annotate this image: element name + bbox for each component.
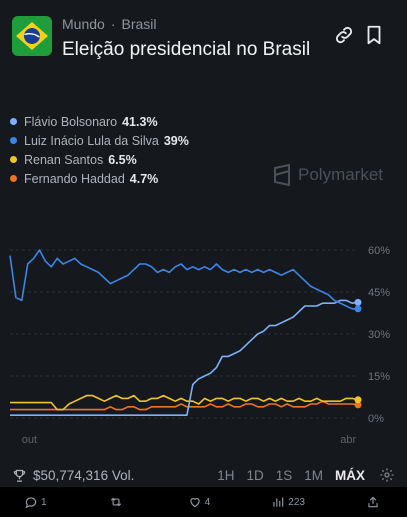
chart-footer: $50,774,316 Vol. 1H 1D 1S 1M MÁX: [12, 464, 395, 486]
series-endpoint: [354, 401, 362, 409]
legend-item: Flávio Bolsonaro 41.3%: [10, 112, 189, 131]
range-1d-button[interactable]: 1D: [246, 467, 264, 483]
breadcrumb-separator: ·: [110, 16, 116, 32]
like-count: 4: [204, 496, 211, 508]
y-tick-label: 0%: [368, 413, 384, 425]
share-icon: [368, 496, 378, 508]
reply-button[interactable]: 1: [24, 495, 47, 509]
series-line: [9, 249, 358, 310]
link-icon: [335, 26, 353, 44]
series-line: [10, 299, 359, 416]
retweet-button[interactable]: [108, 495, 127, 509]
legend-value: 41.3%: [122, 114, 158, 129]
series-endpoint: [354, 298, 362, 306]
views-button[interactable]: 223: [271, 495, 305, 509]
trophy-icon: [13, 469, 26, 482]
legend-dot: [10, 175, 17, 182]
market-title: Eleição presidencial no Brasil: [62, 39, 311, 60]
bookmark-icon: [367, 25, 381, 45]
bar-chart-icon: [273, 497, 284, 507]
legend-dot: [10, 118, 17, 125]
legend-value: 39%: [163, 133, 189, 148]
volume-value: $50,774,316 Vol.: [33, 467, 135, 483]
legend-value: 6.5%: [108, 152, 137, 167]
y-tick-label: 30%: [368, 329, 390, 341]
brazil-flag-icon: [12, 16, 52, 56]
chart-legend: Flávio Bolsonaro 41.3% Luiz Inácio Lula …: [10, 112, 189, 188]
legend-item: Fernando Haddad 4.7%: [10, 169, 189, 188]
views-count: 223: [288, 496, 305, 508]
share-button[interactable]: [366, 495, 383, 509]
reply-icon: [25, 497, 37, 509]
gear-icon[interactable]: [379, 467, 395, 483]
market-header: Mundo · Brasil Eleição presidencial no Bra…: [12, 12, 395, 92]
heart-icon: [189, 498, 200, 508]
legend-item: Renan Santos 6.5%: [10, 150, 189, 169]
x-tick-label: abr: [340, 434, 356, 446]
series-endpoint: [354, 396, 362, 404]
series-endpoint: [354, 305, 362, 313]
legend-item: Luiz Inácio Lula da Silva 39%: [10, 131, 189, 150]
legend-value: 4.7%: [129, 171, 159, 186]
y-tick-label: 60%: [368, 245, 390, 257]
range-1s-button[interactable]: 1S: [275, 467, 293, 483]
post-action-bar: 1 4 223: [0, 487, 407, 517]
watermark-text: Polymarket: [298, 165, 384, 184]
polymarket-logo-icon: [274, 164, 290, 186]
retweet-icon: [110, 497, 121, 507]
y-tick-label: 45%: [368, 287, 390, 299]
bookmark-button[interactable]: [363, 24, 385, 46]
x-tick-label: out: [22, 434, 37, 446]
time-range-selector: 1H 1D 1S 1M MÁX: [217, 467, 395, 483]
like-button[interactable]: 4: [188, 495, 211, 509]
polymarket-watermark: Polymarket: [272, 164, 383, 186]
y-tick-label: 15%: [368, 371, 390, 383]
legend-name: Renan Santos: [24, 152, 104, 167]
breadcrumb: Mundo · Brasil: [62, 16, 157, 32]
copy-link-button[interactable]: [333, 24, 355, 46]
breadcrumb-world[interactable]: Mundo: [62, 16, 105, 32]
range-1m-button[interactable]: 1M: [304, 467, 323, 483]
series-line: [10, 400, 359, 411]
volume: $50,774,316 Vol.: [12, 468, 134, 483]
range-max-button[interactable]: MÁX: [335, 467, 365, 483]
legend-dot: [10, 156, 17, 163]
reply-count: 1: [41, 496, 47, 508]
legend-name: Fernando Haddad: [24, 171, 125, 186]
series-line: [10, 394, 359, 411]
legend-name: Luiz Inácio Lula da Silva: [24, 133, 159, 148]
price-chart[interactable]: 60% 45% 30% 15% 0% out abr: [0, 235, 407, 450]
breadcrumb-brazil[interactable]: Brasil: [121, 16, 157, 32]
range-1h-button[interactable]: 1H: [217, 467, 235, 483]
legend-name: Flávio Bolsonaro: [24, 114, 118, 129]
legend-dot: [10, 137, 17, 144]
